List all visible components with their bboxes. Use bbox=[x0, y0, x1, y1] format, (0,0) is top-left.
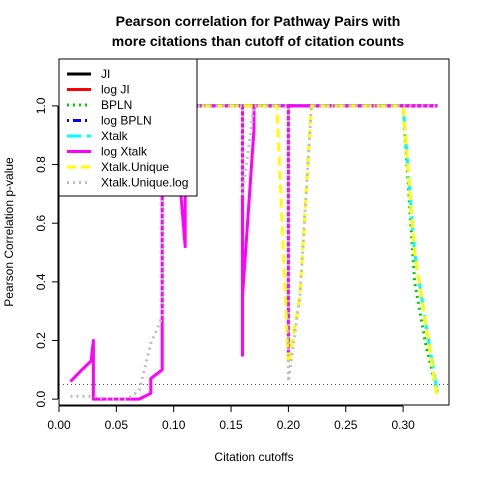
y-tick-label: 0.0 bbox=[34, 390, 48, 407]
series-line-xtalk-unique bbox=[173, 104, 439, 400]
legend-label: Xtalk.Unique.log bbox=[101, 176, 188, 190]
legend-label: Xtalk bbox=[101, 129, 129, 143]
series-line-xtalk bbox=[173, 104, 439, 394]
legend-label: Xtalk.Unique bbox=[101, 160, 169, 174]
legend-label: log BPLN bbox=[101, 114, 152, 128]
legend-label: JI bbox=[101, 67, 110, 81]
x-tick-label: 0.05 bbox=[105, 418, 129, 432]
y-tick-label: 0.4 bbox=[34, 273, 48, 290]
legend-box bbox=[58, 58, 198, 197]
y-tick-label: 0.6 bbox=[34, 215, 48, 232]
series-layer bbox=[69, 104, 439, 401]
legend-label: log JI bbox=[101, 83, 130, 97]
x-tick-label: 0.25 bbox=[334, 418, 358, 432]
y-tick-label: 0.2 bbox=[34, 332, 48, 349]
x-axis: 0.00 0.05 0.10 0.15 0.20 0.25 0.30 bbox=[47, 405, 415, 432]
x-tick-label: 0.20 bbox=[277, 418, 301, 432]
y-tick-label: 0.8 bbox=[34, 156, 48, 173]
x-axis-label: Citation cutoffs bbox=[214, 450, 293, 464]
legend-label: BPLN bbox=[101, 98, 132, 112]
x-tick-label: 0.10 bbox=[162, 418, 186, 432]
y-tick-label: 1.0 bbox=[34, 97, 48, 114]
plot-frame bbox=[58, 58, 450, 406]
legend-label: log Xtalk bbox=[101, 145, 148, 159]
chart-title-line-1: Pearson correlation for Pathway Pairs wi… bbox=[116, 13, 401, 29]
y-axis-label: Pearson Correlation p-value bbox=[2, 157, 16, 307]
chart-title-line-2: more citations than cutoff of citation c… bbox=[112, 33, 405, 49]
x-tick-label: 0.15 bbox=[219, 418, 243, 432]
y-axis: 0.0 0.2 0.4 0.6 0.8 1.0 bbox=[34, 97, 59, 407]
x-tick-label: 0.00 bbox=[47, 418, 71, 432]
series-line-bpln bbox=[173, 104, 439, 394]
x-tick-label: 0.30 bbox=[391, 418, 415, 432]
